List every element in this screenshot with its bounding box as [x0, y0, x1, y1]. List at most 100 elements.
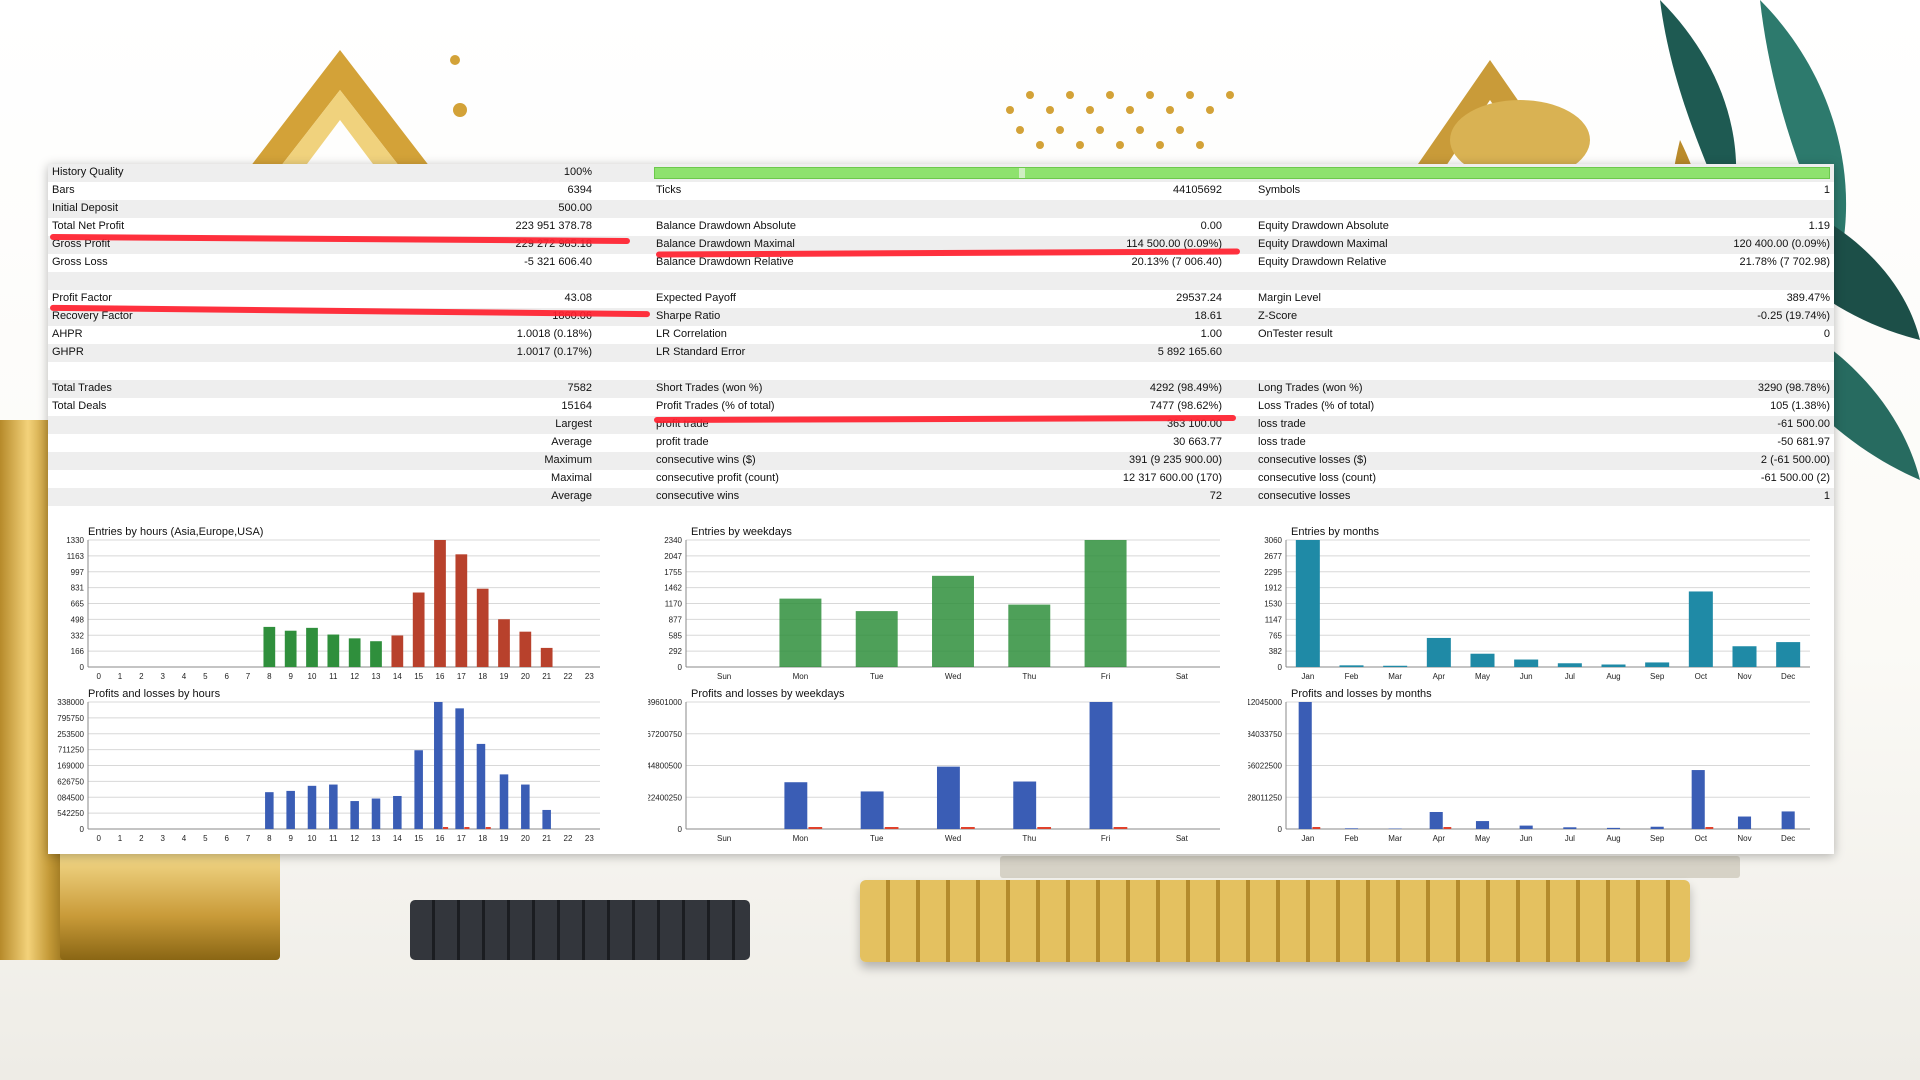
loss-bar — [1705, 827, 1714, 829]
y-tick-label: 585 — [669, 631, 683, 640]
x-tick-label: May — [1475, 834, 1490, 843]
y-tick-label: 112045000 — [1248, 698, 1283, 707]
x-tick-label: 6 — [224, 672, 229, 681]
y-tick-label: 2295 — [1264, 568, 1282, 577]
stat-value: 30 663.77 — [1173, 436, 1222, 448]
x-tick-label: Thu — [1022, 672, 1036, 681]
gold-triangle-decoration-right — [1400, 60, 1590, 190]
x-tick-label: Tue — [870, 834, 884, 843]
stat-value: 1.19 — [1808, 220, 1830, 232]
x-tick-label: Mon — [793, 834, 809, 843]
x-tick-label: Jun — [1520, 672, 1533, 681]
x-tick-label: 19 — [500, 672, 509, 681]
stat-label: Total Deals — [52, 400, 107, 412]
y-tick-label: 2047 — [664, 552, 682, 561]
stat-value: 44105692 — [1173, 184, 1222, 196]
stat-label: GHPR — [52, 346, 84, 358]
profit-bar — [265, 792, 274, 829]
x-tick-label: 20 — [521, 834, 530, 843]
bar — [1776, 642, 1801, 667]
bar — [348, 638, 361, 667]
stat-label: consecutive profit (count) — [656, 472, 779, 484]
profit-bar — [784, 782, 808, 829]
y-tick-label: 877 — [669, 615, 683, 624]
x-tick-label: Jun — [1520, 834, 1533, 843]
y-tick-label: 0 — [1278, 663, 1283, 672]
stat-group-label: Maximum — [544, 454, 592, 466]
profit-bar — [1089, 702, 1113, 829]
loss-bar — [485, 827, 491, 829]
x-tick-label: 0 — [96, 672, 101, 681]
stat-value: 5 892 165.60 — [1157, 346, 1222, 358]
x-tick-label: Jan — [1301, 834, 1314, 843]
stat-value: 1.0018 (0.18%) — [516, 328, 592, 340]
history-quality-bar-tick — [1019, 168, 1025, 178]
strategy-tester-report: History Quality 100% Bars 6394 Ticks 441056… — [48, 164, 1834, 854]
x-tick-label: Sep — [1650, 834, 1665, 843]
y-tick-label: 795750 — [57, 714, 84, 723]
entries-by-months-chart: Entries by months 3060 2677 2295 1912 1530 114… — [1248, 526, 1828, 691]
x-tick-label: 19 — [500, 834, 509, 843]
x-tick-label: Nov — [1737, 672, 1751, 681]
stat-value: 1.00 — [1200, 328, 1222, 340]
stat-value: 0 — [1823, 328, 1830, 340]
bar — [519, 631, 532, 667]
stat-value: 500.00 — [558, 202, 592, 214]
history-quality-label: History Quality — [52, 166, 124, 178]
loss-bar — [1037, 827, 1052, 829]
profit-bar — [521, 784, 530, 829]
y-tick-label: 44800500 — [648, 762, 683, 771]
chart-title: Profits and losses by hours — [88, 688, 221, 700]
stats-row: Bars 6394 Ticks 44105692 Symbols 1 — [48, 182, 1834, 200]
stat-label: loss trade — [1258, 436, 1306, 448]
stat-value: -0.25 (19.74%) — [1757, 310, 1830, 322]
stat-value: 391 (9 235 900.00) — [1129, 454, 1222, 466]
x-tick-label: 8 — [267, 834, 272, 843]
stat-group-label: Largest — [555, 418, 592, 430]
x-tick-label: 2 — [139, 834, 144, 843]
x-tick-label: 18 — [478, 672, 487, 681]
x-tick-label: Jul — [1565, 672, 1575, 681]
x-tick-label: 9 — [288, 834, 293, 843]
profit-bar — [1298, 702, 1312, 829]
stat-value: 18.61 — [1194, 310, 1222, 322]
bar — [540, 647, 553, 667]
stat-label: LR Correlation — [656, 328, 727, 340]
x-tick-label: Feb — [1345, 834, 1359, 843]
y-tick-label: 0 — [678, 663, 683, 672]
stats-row — [48, 362, 1834, 380]
y-tick-label: 338000 — [57, 698, 84, 707]
profit-bar — [476, 743, 486, 829]
dark-keyboard-decoration — [410, 900, 750, 960]
stat-label: Total Trades — [52, 382, 112, 394]
profit-bar — [1344, 828, 1359, 829]
loss-bar — [1312, 827, 1321, 829]
x-tick-label: 10 — [308, 672, 317, 681]
x-tick-label: Sep — [1650, 672, 1665, 681]
profit-bar — [1737, 816, 1752, 829]
x-tick-label: 17 — [457, 672, 466, 681]
stat-value: 1 — [1823, 184, 1830, 196]
stats-row: AHPR 1.0018 (0.18%) LR Correlation 1.00 OnTe… — [48, 326, 1834, 344]
y-tick-label: 169000 — [57, 762, 84, 771]
stats-row — [48, 272, 1834, 290]
stat-value: -5 321 606.40 — [524, 256, 592, 268]
bar — [306, 627, 318, 667]
stat-label: Total Net Profit — [52, 220, 125, 232]
y-tick-label: 1462 — [664, 584, 682, 593]
bar — [1084, 540, 1127, 667]
x-tick-label: 13 — [372, 834, 381, 843]
stat-value: 105 (1.38%) — [1770, 400, 1830, 412]
bar — [779, 598, 822, 667]
stat-value: -61 500.00 (2) — [1760, 472, 1830, 484]
y-tick-label: 1163 — [67, 552, 85, 561]
x-tick-label: 22 — [564, 672, 573, 681]
profit-bar — [286, 790, 295, 829]
bar — [370, 641, 382, 667]
stat-label: Equity Drawdown Maximal — [1258, 238, 1388, 250]
stat-label: Equity Drawdown Relative — [1258, 256, 1387, 268]
chart-svg: 3060 2677 2295 1912 1530 1147 765 382 0 Jan Feb Mar… — [1264, 536, 1810, 681]
x-tick-label: Aug — [1606, 672, 1620, 681]
entries-by-weekdays-chart: Entries by weekdays 2340 2047 1755 1462 1170 8… — [648, 526, 1238, 691]
stat-value: 389.47% — [1786, 292, 1830, 304]
